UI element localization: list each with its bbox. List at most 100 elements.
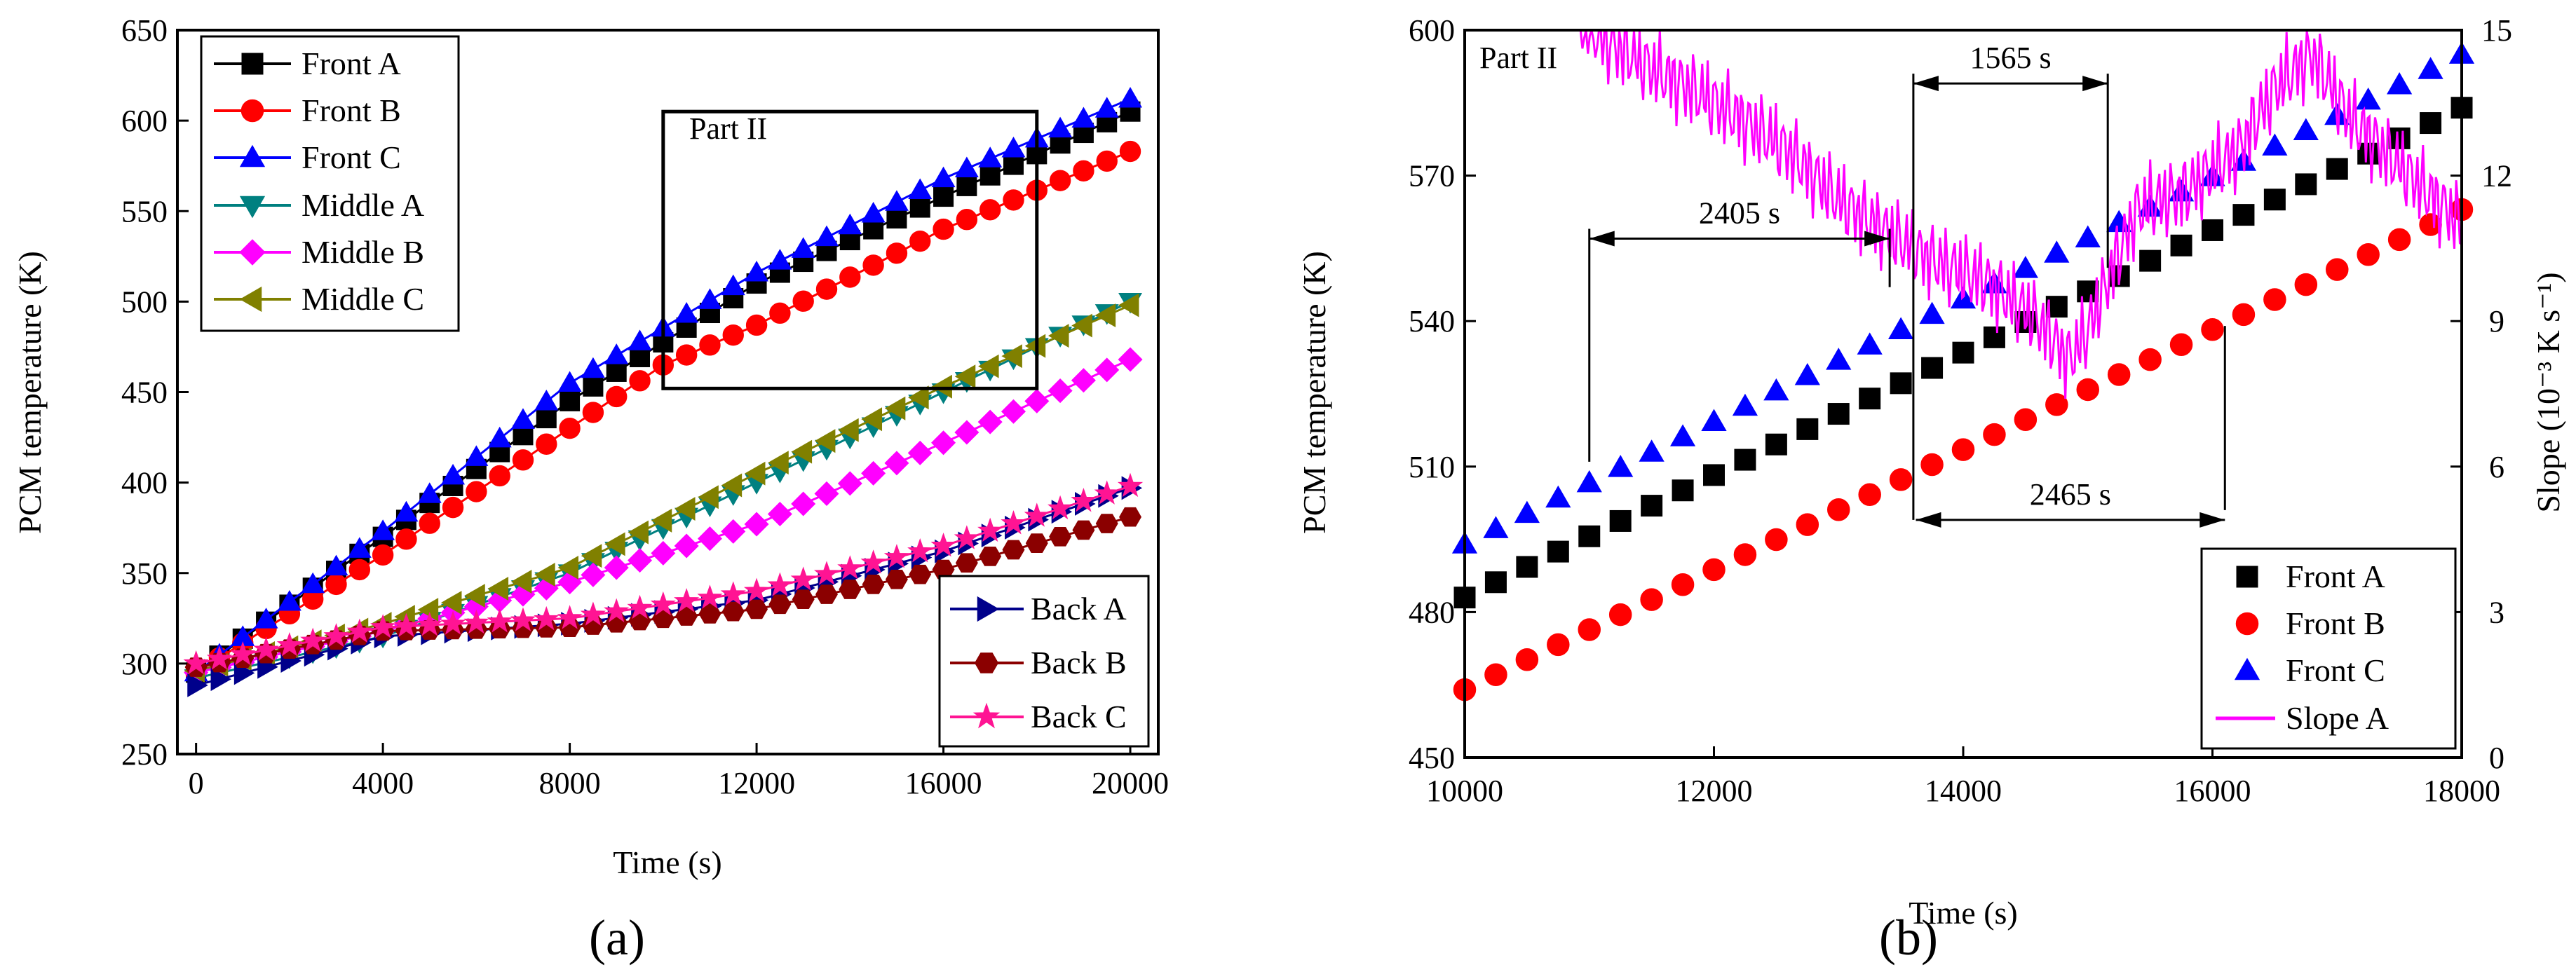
data-point-b-front-a-15 — [1921, 357, 1944, 379]
data-point-a-back-c-28 — [837, 555, 863, 580]
panel-a-legend-lower-entries: Back A Back B Back C — [950, 591, 1127, 734]
data-point-a-front-b-12 — [466, 481, 487, 502]
data-point-a-front-b-27 — [815, 278, 838, 300]
data-point-a-front-b-33 — [956, 208, 978, 231]
legend-label-front-c: Front C — [301, 139, 401, 175]
data-point-a-back-c-33 — [954, 525, 979, 549]
data-point-b-front-a-26 — [2263, 189, 2286, 211]
data-point-a-middle-b-21 — [674, 533, 699, 559]
interval-label: 2465 s — [2030, 477, 2111, 512]
data-point-a-front-b-23 — [722, 324, 744, 346]
data-point-a-back-c-32 — [930, 532, 956, 557]
series-b-front-a — [1453, 97, 2473, 609]
y2-tick-label-b-15: 15 — [2481, 13, 2512, 48]
data-point-b-front-b-6 — [1640, 588, 1663, 611]
data-point-a-back-c-22 — [697, 584, 723, 609]
data-point-a-middle-b-20 — [651, 540, 676, 566]
panel-b-y-axis-label: PCM temperature (K) — [1296, 251, 1332, 534]
data-point-a-front-c-39 — [1094, 97, 1119, 118]
data-point-a-back-c-19 — [627, 594, 653, 619]
data-point-b-front-a-14 — [1890, 372, 1912, 395]
panel-b-plot-frame — [1463, 29, 2463, 759]
interval-arrowhead-left — [1916, 512, 1941, 528]
data-point-b-front-a-1 — [1484, 571, 1507, 594]
data-point-a-front-b-28 — [839, 266, 861, 288]
data-point-a-front-c-32 — [931, 166, 956, 188]
data-point-a-front-b-32 — [933, 218, 954, 240]
data-point-a-front-c-23 — [721, 274, 745, 296]
data-point-b-front-b-19 — [2045, 393, 2068, 416]
data-point-b-front-b-2 — [1515, 648, 1539, 671]
legend-label-middle-b: Middle B — [301, 234, 424, 270]
data-point-a-back-b-33 — [955, 553, 978, 573]
data-point-a-front-b-8 — [372, 544, 394, 566]
panel-a-x-axis-label: Time (s) — [613, 844, 722, 880]
data-point-b-front-b-18 — [2014, 408, 2038, 432]
data-point-a-front-c-26 — [791, 237, 815, 258]
y-tick-label-b-540: 540 — [1409, 304, 1455, 338]
panel-a-plot-frame — [176, 29, 1160, 755]
data-point-a-front-c-9 — [394, 500, 419, 522]
data-point-a-middle-b-25 — [767, 501, 792, 527]
data-point-b-front-c-31 — [2418, 57, 2443, 79]
legend-marker-back-b — [974, 652, 999, 673]
data-point-b-front-b-15 — [1920, 453, 1944, 477]
data-point-a-middle-b-34 — [977, 409, 1003, 434]
x-tick-label-b-18000: 18000 — [2423, 774, 2500, 808]
data-point-a-middle-c-15 — [534, 563, 555, 587]
data-point-b-front-c-27 — [2293, 118, 2319, 141]
panel-a-part-ii-box — [661, 109, 1039, 390]
data-point-b-front-b-3 — [1547, 633, 1570, 657]
data-point-b-front-b-17 — [1983, 423, 2006, 446]
data-point-a-front-c-22 — [698, 288, 722, 309]
data-point-a-front-c-4 — [277, 589, 301, 611]
data-point-a-middle-b-24 — [744, 512, 769, 537]
y2-tick-label-b-12: 12 — [2481, 159, 2512, 193]
data-point-a-back-c-4 — [276, 632, 302, 657]
legend-marker-b-front-b — [2235, 612, 2259, 636]
panel-a-ticks: 0 4000 8000 12000 16000 20000 250 300 350 400 450 5… — [121, 13, 1169, 800]
data-point-a-front-c-5 — [301, 572, 325, 594]
data-point-a-back-b-30 — [885, 569, 908, 589]
data-point-a-back-b-38 — [1072, 520, 1095, 540]
data-point-a-back-c-36 — [1024, 502, 1050, 527]
data-point-a-back-c-21 — [674, 588, 700, 612]
data-point-a-back-c-38 — [1071, 488, 1097, 512]
series-a-back-c — [183, 472, 1144, 675]
interval-annotation-1565-s: 1565 s — [1913, 41, 2108, 92]
data-point-a-front-c-33 — [954, 156, 979, 177]
data-point-a-front-c-34 — [978, 146, 1003, 167]
y-tick-label-a-550: 550 — [121, 194, 168, 228]
data-point-b-front-c-17 — [1981, 271, 2007, 294]
data-point-b-front-c-11 — [1794, 363, 1820, 385]
data-point-a-front-c-29 — [861, 202, 886, 223]
data-point-a-back-c-8 — [370, 614, 396, 638]
x-tick-label-b-12000: 12000 — [1676, 774, 1753, 808]
panel-a-series — [183, 87, 1144, 697]
panel-a-legend-upper-entries: Front A Front B Front C Middle A Middle … — [214, 46, 424, 317]
data-point-a-front-c-21 — [674, 302, 699, 323]
data-point-b-front-a-11 — [1796, 418, 1819, 440]
data-point-b-front-a-31 — [2420, 112, 2442, 135]
data-point-a-back-c-27 — [813, 561, 840, 585]
data-point-b-front-b-30 — [2387, 228, 2411, 252]
legend-marker-back-a — [977, 596, 1000, 622]
interval-label: 2405 s — [1699, 196, 1780, 231]
data-point-a-middle-c-32 — [931, 374, 952, 399]
data-point-b-front-c-14 — [1888, 317, 1914, 339]
data-point-a-back-c-10 — [416, 611, 442, 636]
data-point-a-middle-c-22 — [698, 485, 719, 509]
panel-label-b: (b) — [1879, 910, 1938, 966]
data-point-a-front-c-25 — [768, 249, 792, 270]
data-point-a-middle-b-31 — [907, 440, 933, 465]
data-point-b-front-b-13 — [1858, 483, 1881, 507]
data-point-a-back-c-29 — [860, 549, 886, 574]
data-point-a-back-b-28 — [839, 580, 862, 599]
y-tick-label-b-450: 450 — [1409, 741, 1455, 775]
data-point-a-front-b-21 — [675, 344, 698, 366]
interval-arrowhead-right — [1864, 231, 1890, 247]
data-point-b-front-c-10 — [1763, 378, 1789, 401]
data-point-a-middle-c-31 — [908, 385, 929, 410]
legend-label-back-c: Back C — [1031, 699, 1127, 734]
